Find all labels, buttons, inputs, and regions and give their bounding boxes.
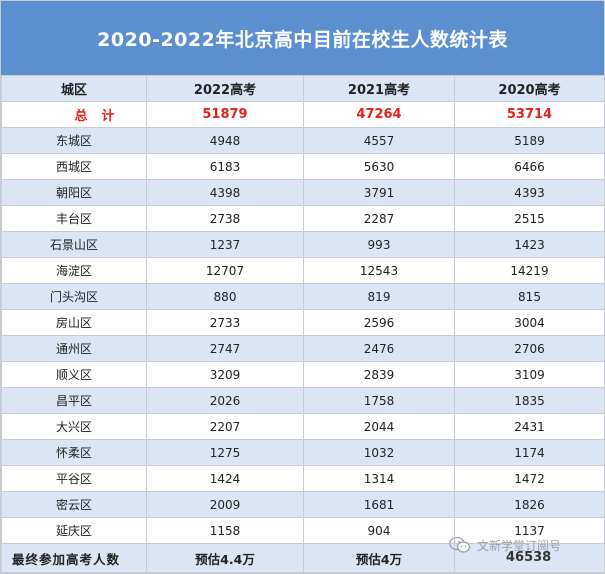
count-2021: 993 <box>303 231 455 258</box>
count-2020: 2431 <box>454 413 605 440</box>
count-2022: 2009 <box>146 491 304 518</box>
count-2021: 4557 <box>303 127 455 154</box>
count-2022: 1237 <box>146 231 304 258</box>
table-row: 西城区 6183 5630 6466 <box>1 153 605 180</box>
district-name: 大兴区 <box>1 413 147 440</box>
count-2020: 1826 <box>454 491 605 518</box>
count-2020: 3109 <box>454 361 605 388</box>
count-2020: 6466 <box>454 153 605 180</box>
column-header-2021: 2021高考 <box>303 75 455 102</box>
table-row: 石景山区 1237 993 1423 <box>1 231 605 258</box>
count-2021: 1032 <box>303 439 455 466</box>
district-name: 丰台区 <box>1 205 147 232</box>
count-2020: 2706 <box>454 335 605 362</box>
count-2021: 2839 <box>303 361 455 388</box>
district-name: 石景山区 <box>1 231 147 258</box>
total-2022: 51879 <box>146 101 304 128</box>
column-header-2020: 2020高考 <box>454 75 605 102</box>
district-name: 怀柔区 <box>1 439 147 466</box>
count-2022: 1275 <box>146 439 304 466</box>
count-2021: 2044 <box>303 413 455 440</box>
count-2020: 1423 <box>454 231 605 258</box>
count-2022: 4398 <box>146 179 304 206</box>
count-2020: 1472 <box>454 465 605 492</box>
count-2022: 880 <box>146 283 304 310</box>
count-2020: 1137 <box>454 517 605 544</box>
header-row: 城区 2022高考 2021高考 2020高考 <box>1 75 605 102</box>
district-name: 朝阳区 <box>1 179 147 206</box>
table-row: 平谷区 1424 1314 1472 <box>1 465 605 492</box>
footer-row: 最终参加高考人数 预估4.4万 预估4万 <box>1 543 605 573</box>
count-2020: 14219 <box>454 257 605 284</box>
final-2020: 46538 <box>506 550 552 565</box>
count-2022: 4948 <box>146 127 304 154</box>
table-row: 顺义区 3209 2839 3109 <box>1 361 605 388</box>
column-header-district: 城区 <box>1 75 147 102</box>
table-row: 大兴区 2207 2044 2431 <box>1 413 605 440</box>
count-2022: 2733 <box>146 309 304 336</box>
column-header-2022: 2022高考 <box>146 75 304 102</box>
table-row: 门头沟区 880 819 815 <box>1 283 605 310</box>
count-2021: 1681 <box>303 491 455 518</box>
table-row: 延庆区 1158 904 1137 <box>1 517 605 544</box>
count-2022: 2207 <box>146 413 304 440</box>
count-2021: 1314 <box>303 465 455 492</box>
count-2021: 819 <box>303 283 455 310</box>
count-2022: 2738 <box>146 205 304 232</box>
district-name: 平谷区 <box>1 465 147 492</box>
count-2022: 6183 <box>146 153 304 180</box>
district-name: 海淀区 <box>1 257 147 284</box>
count-2021: 2287 <box>303 205 455 232</box>
count-2020: 1835 <box>454 387 605 414</box>
district-name: 门头沟区 <box>1 283 147 310</box>
count-2022: 12707 <box>146 257 304 284</box>
count-2022: 2026 <box>146 387 304 414</box>
count-2021: 1758 <box>303 387 455 414</box>
district-name: 通州区 <box>1 335 147 362</box>
total-row: 总计 51879 47264 53714 <box>1 101 605 128</box>
count-2021: 2596 <box>303 309 455 336</box>
count-2022: 1158 <box>146 517 304 544</box>
count-2020: 4393 <box>454 179 605 206</box>
estimate-2022: 预估4.4万 <box>146 543 304 573</box>
count-2021: 2476 <box>303 335 455 362</box>
enrollment-table: 城区 2022高考 2021高考 2020高考 总计 51879 47264 5… <box>1 75 605 573</box>
count-2020: 2515 <box>454 205 605 232</box>
count-2022: 2747 <box>146 335 304 362</box>
table-title: 2020-2022年北京高中目前在校生人数统计表 <box>1 1 604 75</box>
table-row: 怀柔区 1275 1032 1174 <box>1 439 605 466</box>
district-name: 密云区 <box>1 491 147 518</box>
district-name: 延庆区 <box>1 517 147 544</box>
final-2020-cell <box>454 543 605 573</box>
district-name: 房山区 <box>1 309 147 336</box>
count-2021: 3791 <box>303 179 455 206</box>
table-row: 密云区 2009 1681 1826 <box>1 491 605 518</box>
count-2021: 5630 <box>303 153 455 180</box>
table-row: 通州区 2747 2476 2706 <box>1 335 605 362</box>
count-2022: 3209 <box>146 361 304 388</box>
table-row: 昌平区 2026 1758 1835 <box>1 387 605 414</box>
count-2021: 904 <box>303 517 455 544</box>
table-row: 海淀区 12707 12543 14219 <box>1 257 605 284</box>
count-2022: 1424 <box>146 465 304 492</box>
count-2020: 3004 <box>454 309 605 336</box>
district-name: 东城区 <box>1 127 147 154</box>
footer-label: 最终参加高考人数 <box>1 543 147 573</box>
table-row: 房山区 2733 2596 3004 <box>1 309 605 336</box>
count-2020: 5189 <box>454 127 605 154</box>
count-2021: 12543 <box>303 257 455 284</box>
total-label: 总计 <box>1 101 147 128</box>
table-row: 朝阳区 4398 3791 4393 <box>1 179 605 206</box>
table-row: 东城区 4948 4557 5189 <box>1 127 605 154</box>
district-name: 西城区 <box>1 153 147 180</box>
district-name: 顺义区 <box>1 361 147 388</box>
district-name: 昌平区 <box>1 387 147 414</box>
total-2021: 47264 <box>303 101 455 128</box>
estimate-2021: 预估4万 <box>303 543 455 573</box>
total-2020: 53714 <box>454 101 605 128</box>
table-row: 丰台区 2738 2287 2515 <box>1 205 605 232</box>
count-2020: 1174 <box>454 439 605 466</box>
count-2020: 815 <box>454 283 605 310</box>
